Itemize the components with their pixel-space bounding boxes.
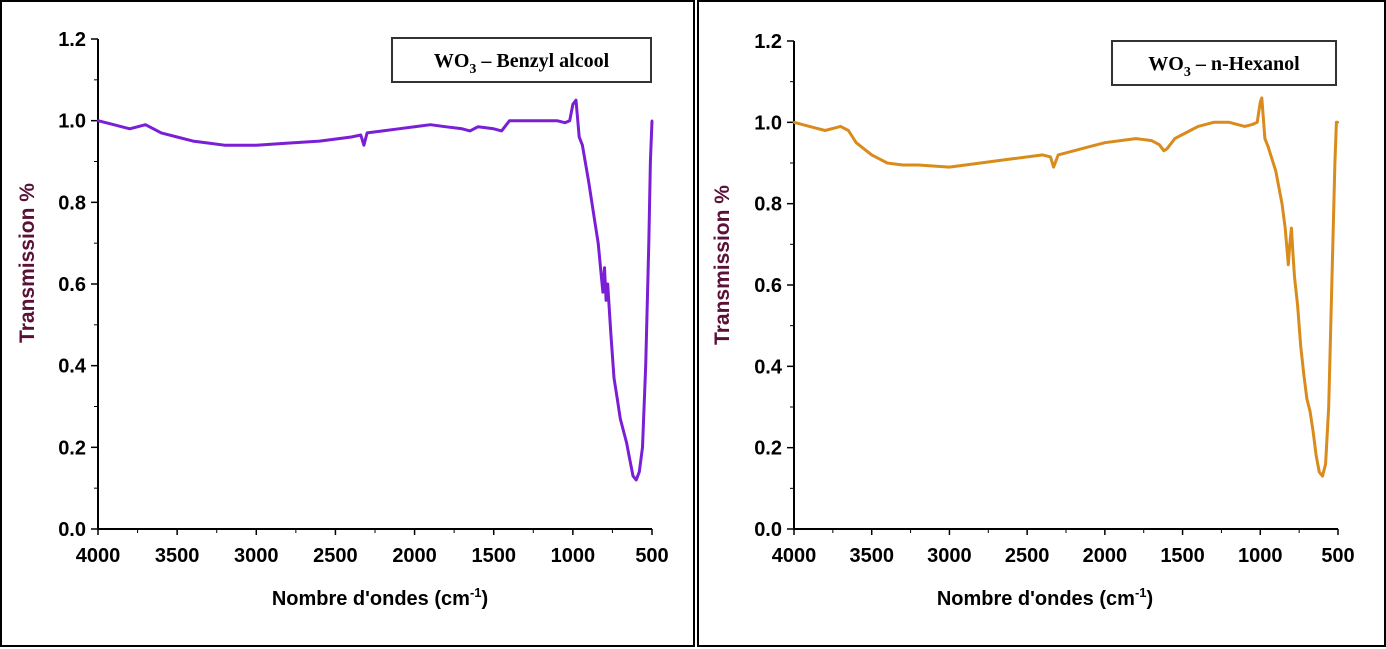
data-point <box>600 274 603 278</box>
data-point <box>606 282 609 286</box>
data-point <box>650 119 654 122</box>
legend-label-main: WO <box>434 50 470 72</box>
x-tick-label: 1000 <box>551 545 596 567</box>
left-panel-frame <box>0 0 695 647</box>
data-point <box>571 103 575 106</box>
data-point <box>563 121 567 124</box>
y-tick-label: 0.6 <box>58 274 86 296</box>
data-point <box>112 123 116 126</box>
y-tick-label: 0.8 <box>58 192 86 214</box>
x-tick-label: 1500 <box>471 545 516 567</box>
y-tick-label: 0.2 <box>58 437 86 459</box>
data-point <box>638 470 641 474</box>
legend-box <box>391 37 652 83</box>
data-point <box>574 99 578 102</box>
y-tick-label: 1.2 <box>58 29 86 51</box>
x-tick-label: 2500 <box>313 545 358 567</box>
data-point <box>429 123 432 126</box>
data-point <box>381 129 385 133</box>
x-tick-label: 2000 <box>392 545 437 567</box>
data-point <box>500 129 503 133</box>
x-axis-label-sup: -1 <box>470 585 482 600</box>
data-point <box>397 127 400 131</box>
legend-label: WO3 – Benzyl alcool <box>434 50 610 77</box>
data-point <box>318 139 321 143</box>
data-point <box>625 442 628 445</box>
data-point <box>286 141 290 145</box>
data-point <box>96 119 100 122</box>
data-point <box>350 135 353 139</box>
data-point <box>596 241 600 245</box>
data-point <box>612 376 616 380</box>
data-point <box>460 127 464 131</box>
data-point <box>644 364 647 367</box>
series-line <box>97 98 654 482</box>
data-point <box>647 241 651 245</box>
data-point <box>524 119 527 122</box>
x-tick-label: 4000 <box>76 545 121 567</box>
data-point <box>593 221 597 224</box>
data-point <box>649 160 652 163</box>
data-point <box>603 266 606 269</box>
x-axis-label-main: Nombre d'ondes (cm <box>272 588 470 610</box>
legend-label-rest: – Benzyl alcool <box>476 50 609 72</box>
y-tick-label: 0.4 <box>58 356 87 378</box>
data-point <box>223 143 226 147</box>
data-point <box>615 397 619 400</box>
data-point <box>191 139 195 143</box>
data-point <box>581 143 584 147</box>
x-axis-label-end: ) <box>482 588 489 610</box>
data-point <box>634 478 638 482</box>
y-axis-label: Transmission % <box>16 183 39 343</box>
data-point <box>144 123 147 126</box>
data-point <box>619 417 622 420</box>
data-point <box>160 131 163 135</box>
y-tick-label: 0.0 <box>58 519 86 541</box>
data-point <box>601 290 605 294</box>
data-point <box>362 143 366 147</box>
data-point <box>359 133 362 137</box>
data-point <box>128 127 131 131</box>
data-point <box>609 331 613 335</box>
data-point <box>631 474 635 478</box>
data-point <box>476 125 480 128</box>
data-point <box>628 458 632 461</box>
data-point <box>540 119 543 122</box>
data-point <box>413 125 416 128</box>
data-point <box>577 135 581 139</box>
data-point <box>587 180 590 184</box>
x-tick-label: 3000 <box>234 545 279 567</box>
right-panel-frame <box>697 0 1386 647</box>
data-point <box>516 119 519 122</box>
x-axis-label: Nombre d'ondes (cm-1) <box>272 585 488 610</box>
x-tick-label: 500 <box>635 545 668 567</box>
data-point <box>622 429 625 433</box>
x-tick-label: 3500 <box>155 545 200 567</box>
data-point <box>641 446 644 449</box>
data-point <box>445 125 448 128</box>
data-point <box>555 119 559 122</box>
data-point <box>468 129 472 133</box>
data-point <box>365 131 369 135</box>
data-point <box>568 119 571 122</box>
data-point <box>508 119 511 122</box>
data-point <box>492 127 495 131</box>
data-point <box>207 141 210 145</box>
data-point <box>175 135 179 139</box>
data-point <box>604 299 608 302</box>
y-tick-label: 1.0 <box>58 111 86 133</box>
legend-label-sub: 3 <box>469 62 476 77</box>
data-point <box>255 143 258 147</box>
